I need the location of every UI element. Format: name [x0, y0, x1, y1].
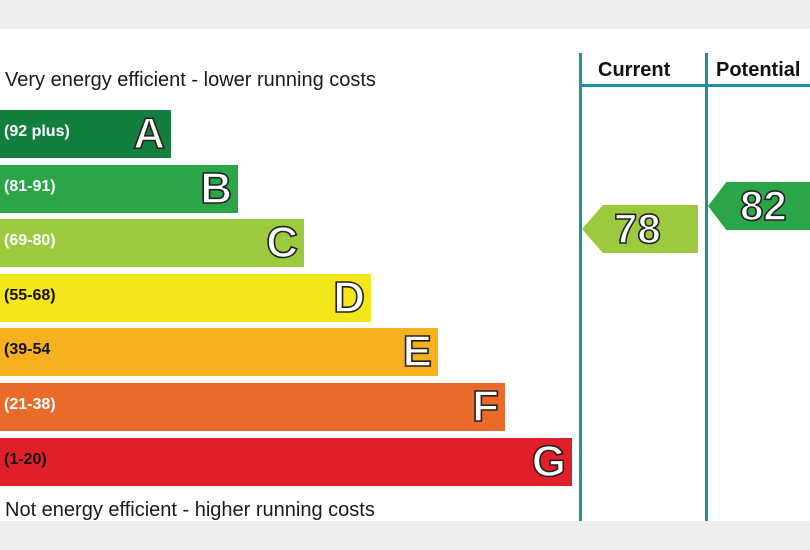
current-rating-arrow: 78 [582, 205, 698, 253]
current-column-header: Current [598, 59, 671, 81]
band-d: (55-68) D [0, 272, 371, 322]
potential-rating-arrow: 82 [708, 182, 810, 230]
header-underline [579, 84, 810, 87]
band-letter: F [471, 382, 499, 431]
band-range-label: (21-38) [4, 396, 56, 413]
epc-chart: Very energy efficient - lower running co… [0, 29, 810, 521]
band-f: (21-38) F [0, 383, 505, 431]
band-c: (69-80) C [0, 218, 304, 268]
band-a: (92 plus) A [0, 110, 171, 158]
band-letter: G [531, 436, 567, 486]
band-letter: C [265, 218, 298, 268]
current-column-divider [579, 53, 582, 521]
band-letter: A [132, 109, 165, 158]
efficient-caption: Very energy efficient - lower running co… [5, 69, 376, 91]
band-letter: D [332, 272, 365, 322]
band-range-label: (92 plus) [4, 123, 70, 140]
band-range-label: (55-68) [4, 286, 56, 304]
current-rating-value: 78 [613, 205, 661, 252]
inefficient-caption: Not energy efficient - higher running co… [5, 499, 375, 521]
band-letter: E [402, 327, 433, 377]
band-g: (1-20) G [0, 436, 572, 486]
band-range-label: (81-91) [4, 177, 56, 195]
potential-column-divider [705, 53, 708, 521]
band-range-label: (1-20) [4, 450, 47, 468]
potential-rating-value: 82 [739, 182, 787, 229]
potential-column-header: Potential [716, 59, 801, 81]
band-letter: B [199, 163, 232, 213]
band-range-label: (69-80) [4, 232, 56, 250]
band-range-label: (39-54 [4, 341, 51, 359]
band-b: (81-91) B [0, 163, 238, 213]
band-e: (39-54 E [0, 327, 438, 377]
